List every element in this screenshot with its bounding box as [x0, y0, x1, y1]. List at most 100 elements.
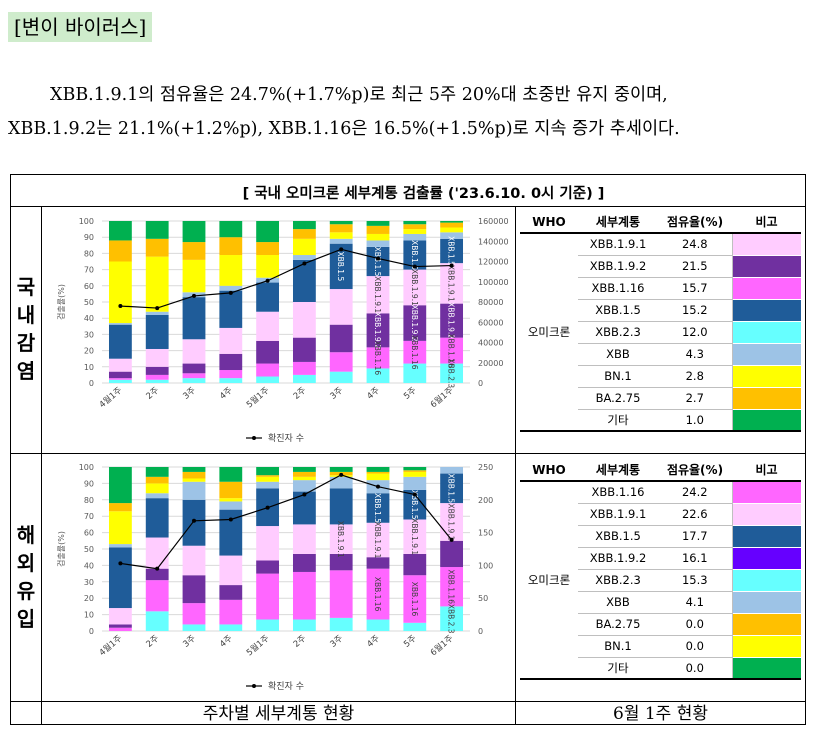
bar-segment	[108, 221, 132, 241]
x-tick-label: 4주	[218, 634, 235, 650]
bar-data-label: XBB.1.16	[410, 582, 419, 617]
bar-segment	[256, 573, 280, 620]
lineage-cell: 기타	[578, 657, 658, 680]
bar-segment	[403, 269, 427, 306]
table-row: 오미크론 XBB.1.9.1 24.8	[520, 233, 801, 432]
table-header-cell: WHO	[520, 459, 578, 482]
bar-segment	[403, 470, 427, 472]
x-tick-label: 5주	[402, 634, 419, 650]
section-title: [변이 바이러스]	[8, 12, 153, 42]
y-tick-label: 80	[84, 496, 94, 505]
share-cell: 4.1	[658, 591, 732, 614]
bar-segment	[219, 498, 243, 502]
x-tick-label: 6월1주	[428, 633, 455, 659]
color-swatch-cell	[731, 591, 801, 614]
bar-data-label: XBB.1.16	[373, 577, 382, 612]
summary-line-2: XBB.1.9.2는 21.1%(+1.2%p), XBB.1.16은 16.5…	[8, 119, 680, 139]
x-tick-label: 6월1주	[428, 385, 455, 411]
bar-segment	[329, 324, 353, 353]
y-tick-label: 40	[84, 561, 94, 570]
x-tick-label: 3주	[181, 634, 198, 650]
table-row: XBB 4.3	[520, 343, 801, 366]
legend-label: 확진자 수	[268, 680, 304, 692]
bar-segment	[256, 242, 280, 256]
x-tick-label: 4월1주	[97, 633, 124, 659]
table-header-cell: WHO	[520, 211, 578, 234]
table-row: XBB.1.9.2 16.1	[520, 547, 801, 570]
bar-segment	[366, 467, 390, 472]
bar-segment	[329, 371, 353, 383]
bar-segment	[292, 467, 316, 472]
lineage-cell: XBB.1.16	[578, 481, 658, 504]
y-tick-label: 50	[84, 298, 94, 307]
bar-segment	[366, 493, 390, 523]
bar-segment	[403, 471, 427, 477]
line-point	[118, 561, 123, 566]
share-cell: 24.2	[658, 481, 732, 504]
x-tick-label: 2주	[145, 386, 162, 402]
bar-segment	[182, 624, 206, 631]
color-swatch-cell	[731, 387, 801, 410]
bar-segment	[366, 240, 390, 247]
bar-segment	[329, 488, 353, 525]
bar-segment	[366, 221, 390, 226]
share-cell: 15.2	[658, 299, 732, 322]
bar-segment	[182, 259, 206, 293]
lineage-cell: XBB	[578, 343, 658, 366]
bar-segment	[366, 471, 390, 474]
bar-segment	[403, 467, 427, 471]
y-tick-label: 10	[84, 611, 94, 620]
color-swatch-cell	[731, 277, 801, 300]
line-point	[192, 518, 196, 523]
table-row: XBB 4.1	[520, 591, 801, 614]
bar-segment	[329, 467, 353, 472]
y-tick-label: 60	[84, 282, 94, 291]
line-point	[449, 263, 454, 268]
bar-segment	[256, 255, 280, 278]
bar-segment	[219, 290, 243, 328]
table-row: XBB.2.3 12.0	[520, 321, 801, 344]
bar-segment	[145, 537, 169, 569]
bar-segment	[145, 348, 169, 367]
y-tick-label: 60	[84, 529, 94, 538]
color-swatch-cell	[731, 503, 801, 526]
share-cell: 1.0	[658, 409, 732, 432]
y2-tick-label: 200	[478, 496, 493, 505]
y-tick-label: 50	[84, 545, 94, 554]
bar-segment	[329, 224, 353, 233]
y2-tick-label: 0	[478, 627, 483, 636]
bar-segment	[403, 224, 427, 230]
bar-data-label: XBB.1.16	[447, 569, 456, 604]
bar-segment	[256, 221, 280, 243]
bar-data-label: XBB.1.9.2	[410, 305, 419, 342]
table-header-cell: 세부계통	[578, 459, 658, 482]
table-row: XBB.1.9.1 22.6	[520, 503, 801, 526]
line-point	[228, 290, 233, 295]
line-point	[412, 492, 417, 497]
bar-segment	[292, 255, 316, 260]
bar-segment	[145, 256, 169, 312]
bar-segment	[403, 519, 427, 554]
y-tick-label: 30	[84, 578, 94, 587]
bar-data-label: XBB.1.5	[447, 473, 456, 503]
y-tick-label: 20	[84, 347, 94, 356]
bar-segment	[108, 624, 132, 628]
bar-segment	[403, 575, 427, 623]
bar-segment	[145, 483, 169, 494]
y-tick-label: 100	[79, 463, 94, 472]
bar-segment	[182, 603, 206, 625]
x-tick-label: 5월1주	[244, 385, 271, 411]
domestic-share-table: WHO 세부계통 점유율(%) 비고 오미크론 XBB.1.9.1 24.8 XBB.1.9.…	[520, 211, 801, 432]
y2-tick-label: 120000	[478, 258, 509, 267]
table-row: XBB.1.16 15.7	[520, 277, 801, 300]
bar-segment	[292, 480, 316, 492]
bar-segment	[403, 221, 427, 225]
lineage-cell: BA.2.75	[578, 387, 658, 410]
bar-segment	[292, 221, 316, 230]
bar-segment	[440, 227, 464, 233]
line-point	[449, 537, 454, 542]
line-point	[118, 304, 123, 309]
lineage-cell: BN.1	[578, 365, 658, 388]
bar-segment	[366, 313, 390, 348]
share-cell: 2.7	[658, 387, 732, 410]
